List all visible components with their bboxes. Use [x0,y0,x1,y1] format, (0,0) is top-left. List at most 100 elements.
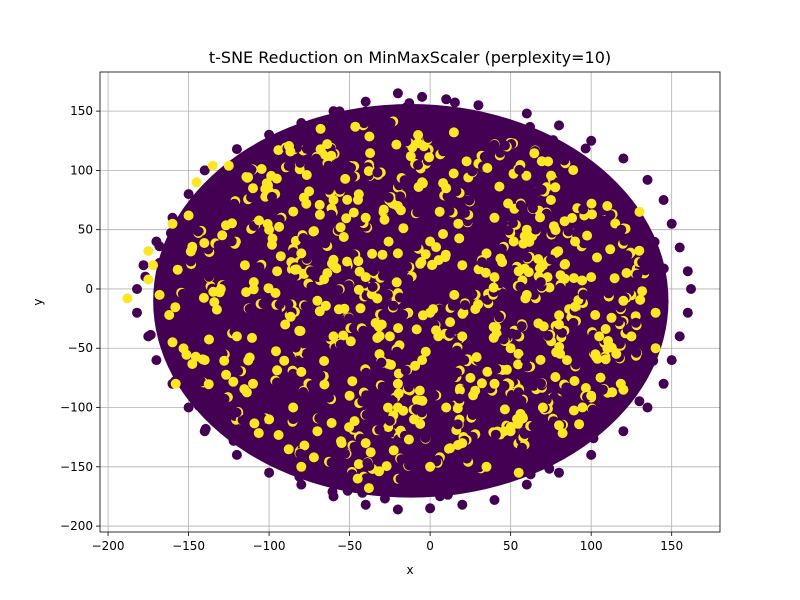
class-1-point [319,379,330,390]
class-0-point [379,394,390,405]
class-1-point [626,331,637,342]
class-1-point [544,282,555,293]
class-0-point [418,477,429,488]
class-0-point [486,204,497,214]
class-0-point [290,425,301,436]
y-tick-label: 150 [70,104,93,118]
class-0-point [476,210,487,221]
class-0-point [598,384,608,395]
class-1-point [381,461,392,472]
class-0-point [658,378,669,389]
class-0-point [416,457,427,468]
class-0-point [132,284,142,294]
class-0-point [402,261,413,272]
class-0-point [554,467,564,478]
class-0-point [413,116,424,127]
x-tick-label: 50 [503,539,518,553]
class-1-point [550,372,561,382]
class-0-point [336,163,347,174]
class-0-point [264,388,275,399]
class-1-point [607,387,618,398]
class-0-point [285,433,296,444]
class-1-point [183,210,194,221]
class-1-point [445,317,456,328]
class-0-point [649,236,660,247]
class-0-point [395,191,406,202]
class-0-point [464,245,475,256]
x-tick-label: −150 [172,539,205,553]
class-1-point [198,292,209,303]
class-0-point [460,300,470,311]
class-0-point [564,147,575,158]
class-1-point [559,273,570,284]
x-tick-label: 100 [580,539,603,553]
class-0-point [267,191,277,202]
class-0-point [592,414,603,425]
class-1-point [301,170,312,180]
class-0-point [178,316,189,327]
class-0-point [344,313,354,324]
class-1-point [164,310,175,320]
class-1-point [567,213,578,223]
class-0-point [593,215,604,226]
class-1-point [314,199,325,210]
class-1-point [461,156,472,167]
class-0-point [446,482,457,493]
class-0-point [511,329,522,340]
class-0-point [618,153,629,164]
class-0-point [255,376,266,387]
class-1-point [221,369,232,380]
class-1-point [326,150,337,161]
class-0-point [442,489,453,500]
class-0-point [220,300,231,310]
class-0-point [378,270,388,281]
class-1-point [267,233,278,244]
class-1-point [122,293,133,304]
class-1-point [398,223,409,234]
class-0-point [272,377,282,388]
class-0-point [379,493,390,504]
plot-frame [99,71,721,533]
class-0-point [571,359,581,370]
class-0-point [462,135,473,146]
class-0-point [392,504,403,515]
class-1-point [333,304,344,315]
class-1-point [537,260,548,271]
class-1-point [609,273,620,284]
class-1-point [473,299,484,310]
class-0-point [435,491,445,502]
class-0-point [453,244,464,255]
class-0-point [528,421,539,432]
class-0-point [326,209,337,220]
class-1-point [420,249,431,260]
class-1-point [249,418,260,429]
class-0-point [522,361,533,372]
class-0-point [490,429,501,440]
class-0-point [546,254,556,265]
class-1-point [336,438,347,449]
class-0-point [508,179,519,190]
class-1-point [554,310,565,321]
class-0-point [477,257,487,268]
y-tick-label: 50 [78,223,93,237]
class-0-point [288,414,299,425]
class-0-point [417,91,428,102]
class-0-point [568,317,579,328]
class-0-point [409,193,420,204]
class-1-point [261,178,272,189]
class-0-point [498,334,509,345]
class-0-point [360,96,371,107]
class-0-point [264,129,275,140]
class-0-point [474,279,485,290]
class-1-point [600,354,611,365]
class-0-point [319,249,330,260]
class-1-point [425,236,436,247]
class-1-point [537,402,548,413]
class-0-point [581,410,592,421]
class-0-point [563,226,574,237]
class-0-point [490,342,501,353]
class-1-point [559,216,570,227]
class-1-point [342,256,352,267]
class-0-point [580,314,591,325]
